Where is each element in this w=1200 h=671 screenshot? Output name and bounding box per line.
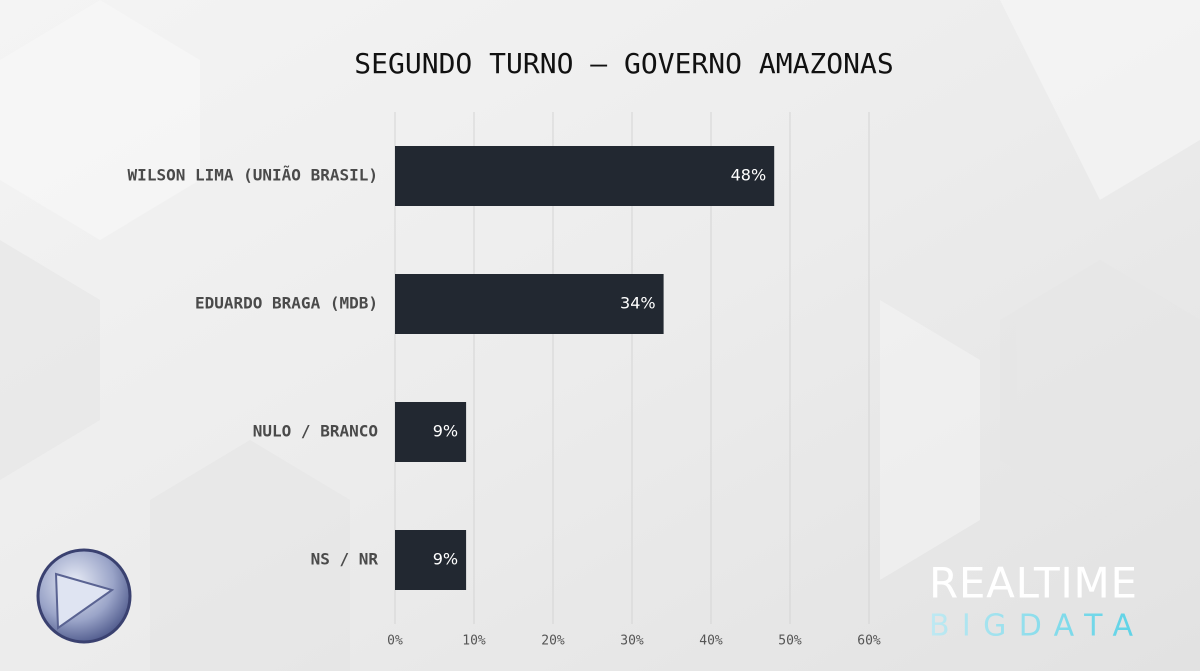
bar bbox=[395, 146, 775, 206]
y-tick-label: NS / NR bbox=[311, 550, 379, 569]
x-tick-label: 60% bbox=[857, 634, 881, 649]
data-label: 9% bbox=[433, 422, 458, 441]
x-tick-label: 0% bbox=[387, 634, 403, 649]
data-label: 34% bbox=[620, 294, 656, 313]
chart-title: SEGUNDO TURNO – GOVERNO AMAZONAS bbox=[354, 47, 893, 80]
logo bbox=[36, 548, 132, 644]
x-tick-label: 40% bbox=[699, 634, 723, 649]
x-tick-label: 50% bbox=[778, 634, 802, 649]
bar bbox=[395, 402, 467, 462]
bar bbox=[395, 530, 467, 590]
data-label: 48% bbox=[731, 166, 767, 185]
bar bbox=[395, 274, 664, 334]
brand-line-1: REALTIME bbox=[929, 559, 1141, 608]
data-label: 9% bbox=[433, 550, 458, 569]
x-tick-label: 10% bbox=[462, 634, 486, 649]
x-tick-label: 20% bbox=[541, 634, 565, 649]
y-tick-label: EDUARDO BRAGA (MDB) bbox=[195, 294, 378, 313]
x-tick-label: 30% bbox=[620, 634, 644, 649]
brand-line-2: BIGDATA bbox=[929, 609, 1141, 644]
y-tick-label: NULO / BRANCO bbox=[253, 422, 378, 441]
y-tick-label: WILSON LIMA (UNIÃO BRASIL) bbox=[128, 166, 378, 185]
